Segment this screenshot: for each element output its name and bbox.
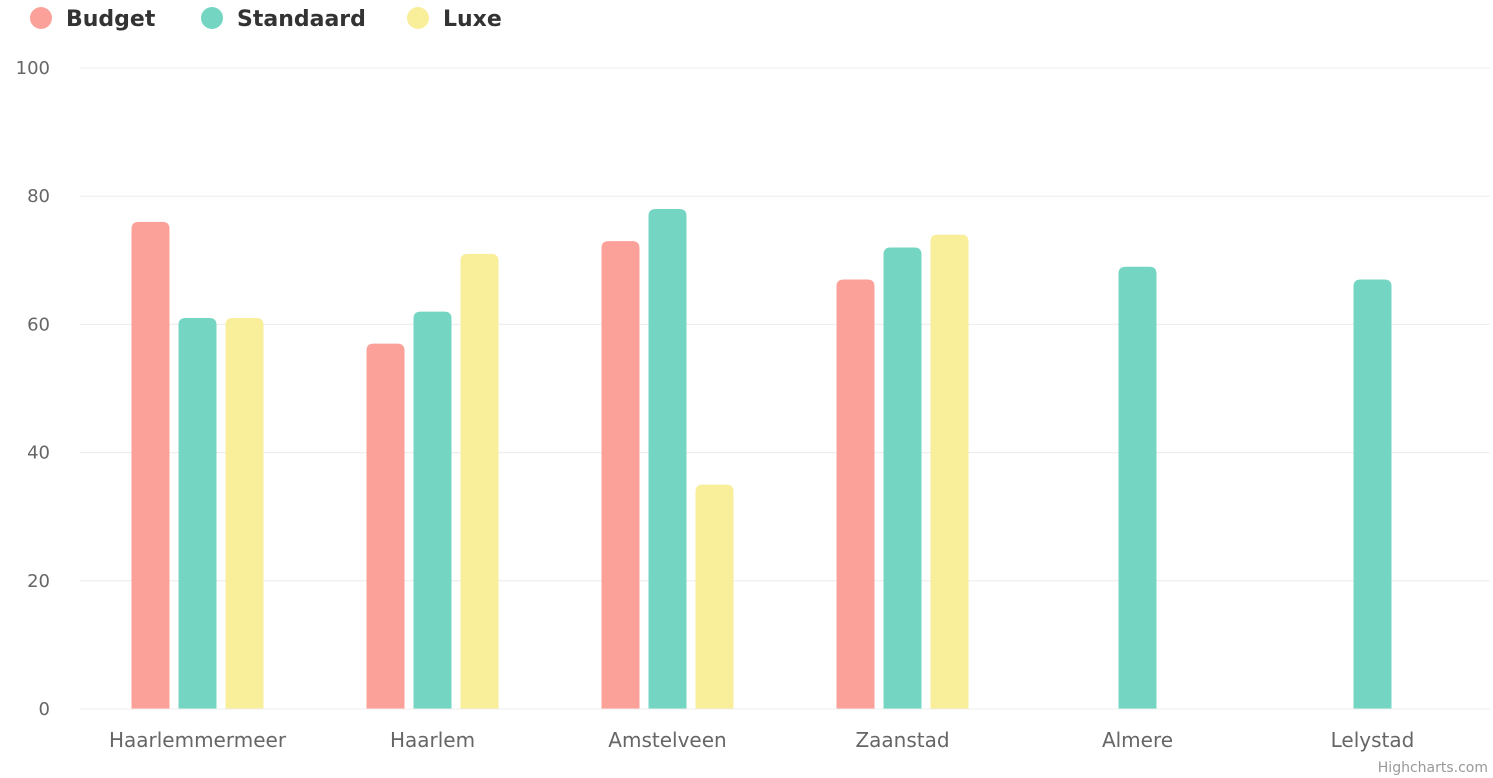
legend-marker-icon bbox=[201, 7, 223, 29]
bar-budget-haarlemmermeer[interactable] bbox=[131, 221, 170, 709]
legend-label: Standaard bbox=[237, 7, 366, 32]
x-tick-label: Zaanstad bbox=[855, 728, 949, 752]
bar-standaard-zaanstad[interactable] bbox=[883, 247, 922, 710]
legend-marker-icon bbox=[30, 7, 52, 29]
legend-item-budget[interactable]: Budget bbox=[30, 7, 156, 32]
legend-label: Budget bbox=[66, 7, 156, 32]
legend: Budget Standaard Luxe bbox=[30, 7, 502, 32]
bar-standaard-almere[interactable] bbox=[1118, 266, 1157, 709]
x-tick-label: Almere bbox=[1102, 728, 1173, 752]
bar-budget-zaanstad[interactable] bbox=[836, 279, 875, 709]
y-tick-label: 40 bbox=[27, 443, 50, 464]
legend-item-luxe[interactable]: Luxe bbox=[407, 7, 502, 32]
x-tick-label: Lelystad bbox=[1331, 728, 1415, 752]
y-tick-label: 0 bbox=[39, 699, 50, 720]
x-axis: Haarlemmermeer Haarlem Amstelveen Zaanstad A… bbox=[80, 708, 1490, 752]
y-tick-label: 80 bbox=[27, 186, 50, 207]
bar-budget-haarlem[interactable] bbox=[366, 343, 405, 709]
grid-lines bbox=[80, 67, 1490, 710]
bars bbox=[131, 209, 1392, 710]
bar-standaard-amstelveen[interactable] bbox=[648, 209, 687, 709]
bar-luxe-haarlemmermeer[interactable] bbox=[225, 317, 264, 709]
bar-luxe-amstelveen[interactable] bbox=[695, 484, 734, 709]
bar-standaard-haarlemmermeer[interactable] bbox=[178, 317, 217, 709]
legend-label: Luxe bbox=[443, 7, 502, 32]
y-tick-label: 100 bbox=[16, 58, 50, 79]
credits-text[interactable]: Highcharts.com bbox=[1378, 760, 1488, 776]
legend-marker-icon bbox=[407, 7, 429, 29]
y-axis: 0 20 40 60 80 100 bbox=[16, 58, 50, 720]
bar-standaard-haarlem[interactable] bbox=[413, 311, 452, 709]
bar-budget-amstelveen[interactable] bbox=[601, 241, 640, 709]
bar-luxe-haarlem[interactable] bbox=[460, 253, 499, 709]
y-tick-label: 60 bbox=[27, 314, 50, 335]
bar-standaard-lelystad[interactable] bbox=[1353, 279, 1392, 709]
x-tick-label: Amstelveen bbox=[608, 728, 726, 752]
y-tick-label: 20 bbox=[27, 571, 50, 592]
bar-luxe-zaanstad[interactable] bbox=[930, 234, 969, 709]
x-tick-label: Haarlem bbox=[390, 728, 475, 752]
x-tick-label: Haarlemmermeer bbox=[109, 728, 287, 752]
legend-item-standaard[interactable]: Standaard bbox=[201, 7, 366, 32]
